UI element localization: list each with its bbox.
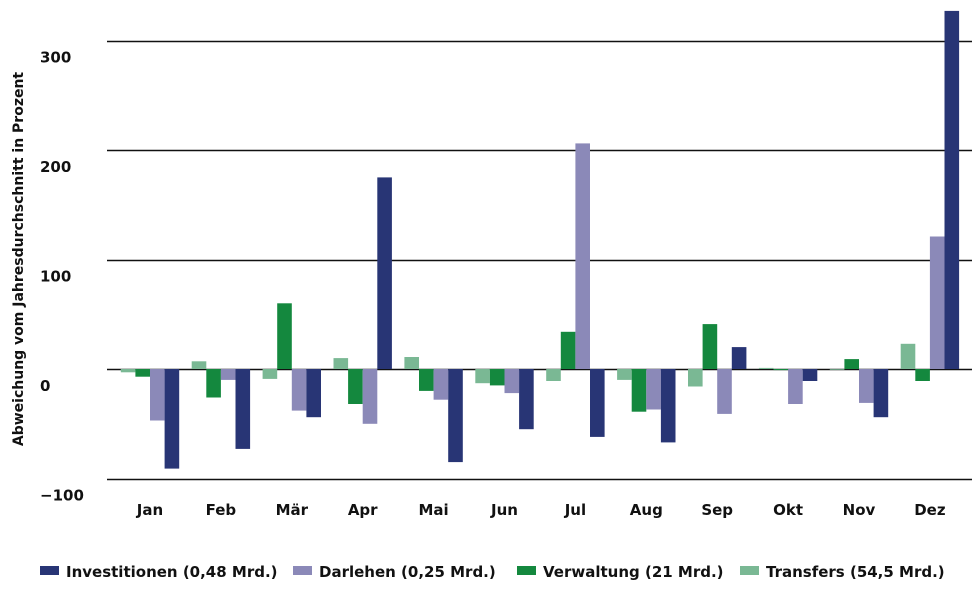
bar-verwaltung-aug (631, 369, 647, 412)
x-tick-label: Feb (206, 501, 237, 519)
bar-verwaltung-feb (206, 369, 221, 398)
grid-lines (107, 40, 972, 481)
bar-verwaltung-mai (419, 369, 434, 391)
x-tick-label: Okt (773, 501, 803, 519)
bar-darlehen-sep (717, 369, 732, 414)
y-tick-label: 200 (40, 158, 71, 176)
x-tick-labels: Jan Feb Mär Apr Mai Jun Jul Aug Sep Okt Nov Dez (136, 501, 946, 519)
bar-darlehen-mär (291, 369, 307, 411)
legend: Investitionen (0,48 Mrd.) Darlehen (0,25 … (40, 563, 945, 581)
bar-transfers-sep (688, 369, 703, 387)
bar-transfers-nov (829, 369, 845, 370)
bar-investitionen-jun (519, 369, 534, 430)
legend-swatch (293, 566, 312, 575)
bar-darlehen-apr (362, 369, 378, 424)
legend-swatch (40, 566, 59, 575)
bar-transfers-mai (404, 357, 419, 369)
bar-transfers-jul (546, 369, 561, 381)
bar-darlehen-dez (929, 236, 945, 369)
legend-label: Darlehen (0,25 Mrd.) (319, 563, 496, 581)
bar-darlehen-jan (150, 369, 165, 421)
legend-label: Transfers (54,5 Mrd.) (766, 563, 945, 581)
bars (120, 10, 960, 469)
bar-transfers-jan (120, 369, 136, 373)
bar-darlehen-jun (504, 369, 520, 394)
bar-investitionen-apr (377, 177, 392, 369)
bar-verwaltung-jun (489, 369, 505, 386)
bar-transfers-apr (333, 358, 349, 369)
x-tick-label: Mai (418, 501, 448, 519)
x-tick-label: Jul (564, 501, 586, 519)
x-tick-label: Aug (630, 501, 663, 519)
bar-investitionen-nov (873, 369, 889, 418)
x-tick-label: Nov (843, 501, 876, 519)
bar-verwaltung-nov (844, 359, 859, 369)
legend-swatch (517, 566, 536, 575)
y-tick-label: 100 (40, 268, 71, 286)
x-tick-label: Sep (701, 501, 733, 519)
bar-verwaltung-dez (915, 369, 930, 381)
x-tick-label: Jan (136, 501, 163, 519)
bar-transfers-okt (758, 367, 774, 369)
bar-transfers-mär (262, 369, 278, 379)
legend-label: Investitionen (0,48 Mrd.) (66, 563, 278, 581)
bar-darlehen-okt (788, 369, 803, 404)
bar-darlehen-jul (575, 143, 590, 369)
bar-transfers-jun (475, 369, 490, 384)
bar-investitionen-okt (802, 369, 818, 381)
y-axis-label: Abweichung vom Jahresdurchschnitt in Pro… (11, 72, 27, 447)
bar-investitionen-jan (164, 369, 180, 469)
legend-swatch (740, 566, 759, 575)
x-tick-label: Dez (914, 501, 946, 519)
legend-label: Verwaltung (21 Mrd.) (543, 563, 724, 581)
bar-transfers-feb (191, 361, 207, 369)
bar-investitionen-aug (660, 369, 676, 443)
bar-investitionen-feb (235, 369, 251, 449)
y-tick-label: 300 (40, 49, 71, 67)
bar-verwaltung-jan (135, 369, 150, 377)
bar-darlehen-aug (646, 369, 661, 410)
bar-verwaltung-jul (560, 331, 576, 369)
bar-verwaltung-apr (348, 369, 363, 404)
bar-verwaltung-mär (277, 303, 292, 369)
y-tick-label: 0 (40, 377, 50, 395)
x-tick-label: Jun (490, 501, 518, 519)
bar-investitionen-mär (306, 369, 321, 418)
y-tick-labels: 300 200 100 0 −100 (40, 49, 84, 505)
bar-investitionen-jul (590, 369, 605, 437)
bar-investitionen-mai (448, 369, 463, 463)
bar-darlehen-nov (859, 369, 874, 403)
x-tick-label: Mär (276, 501, 309, 519)
bar-transfers-aug (617, 369, 632, 380)
bar-transfers-dez (900, 343, 916, 369)
bar-investitionen-sep (731, 347, 747, 369)
x-tick-label: Apr (348, 501, 378, 519)
y-tick-label: −100 (40, 487, 84, 505)
bar-investitionen-dez (944, 10, 960, 370)
bar-verwaltung-okt (773, 369, 789, 371)
bar-darlehen-mai (433, 369, 449, 400)
bar-verwaltung-sep (702, 324, 718, 369)
bar-darlehen-feb (220, 369, 236, 380)
